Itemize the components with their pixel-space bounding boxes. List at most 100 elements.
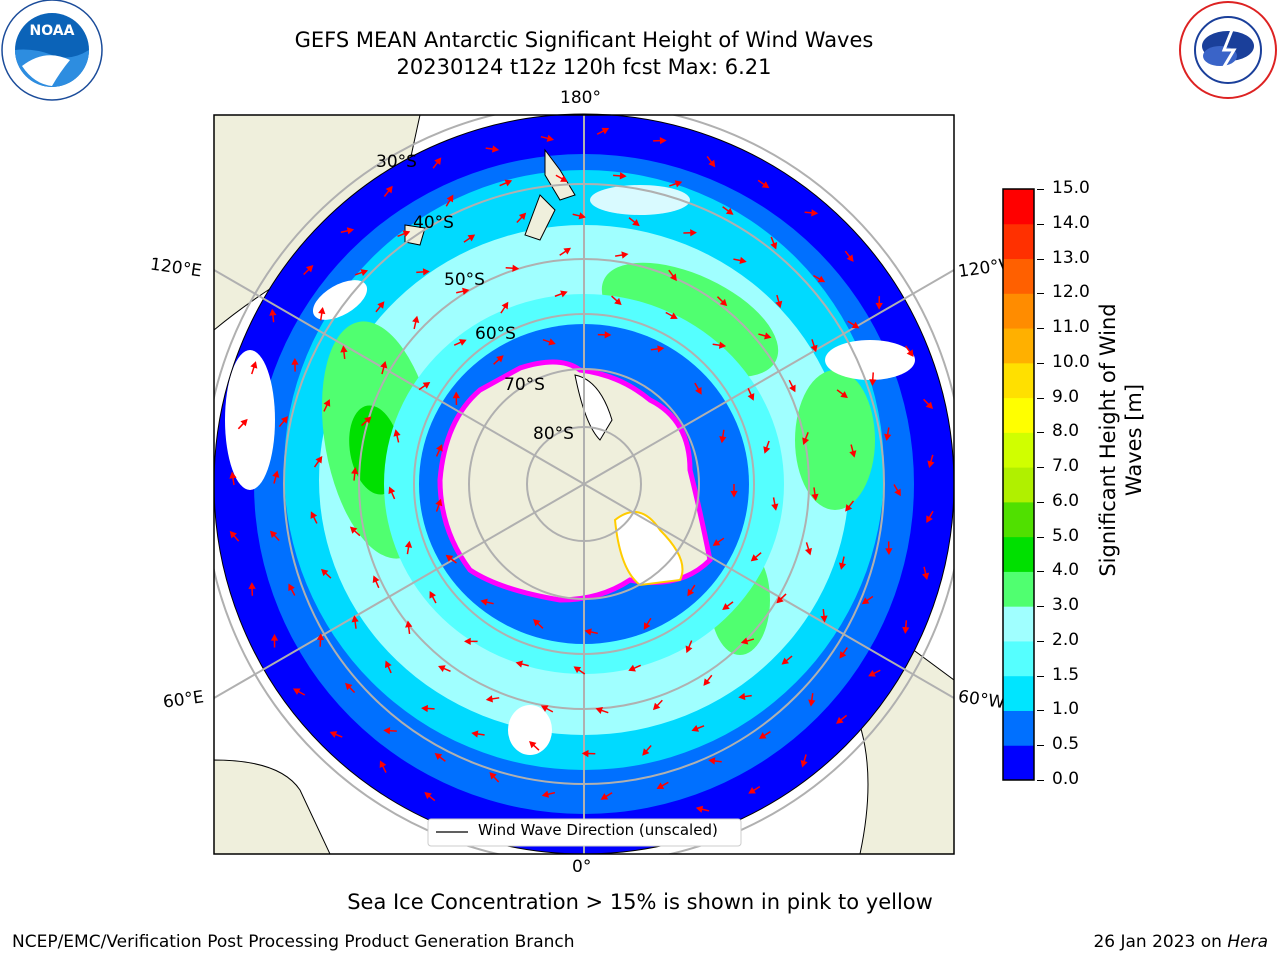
wind-wave-arrowhead [718,341,727,349]
wind-wave-arrowhead [578,212,586,220]
wind-wave-arrowhead [804,547,812,556]
wind-wave-arrowhead [412,315,420,324]
footer-host: Hera [1227,932,1268,952]
wind-wave-arrowhead [501,301,509,310]
wind-wave-arrowhead [529,740,537,749]
wind-wave-arrowhead [764,332,772,340]
wind-wave-arrowhead [422,381,431,389]
colorbar-tick-mark [1037,536,1044,538]
colorbar-tick-mark [1037,780,1044,781]
colorbar-segment [1003,467,1034,503]
wind-wave-arrowhead [836,716,844,724]
wind-wave-arrowhead [725,207,734,215]
wind-wave-arrowhead [402,230,411,238]
wind-wave-arrowhead [761,181,770,189]
wind-wave-arrowhead [424,792,432,800]
wind-wave-arrowhead [496,355,504,363]
wind-wave-arrowhead [776,596,784,604]
map-frame [213,114,955,855]
wind-wave-arrowhead [340,345,348,353]
wind-wave-arrowhead [269,308,277,316]
wind-wave-arrowhead [315,455,323,464]
wind-wave-arrowhead [377,301,385,309]
wind-wave-arrowhead [738,692,746,701]
wind-wave-arrowhead [632,219,640,227]
colorbar [1002,188,1035,781]
wind-wave-arrowhead [351,467,359,475]
nws-logo [1179,1,1277,99]
wind-wave-arrowhead [851,321,860,329]
lat-label-70s: 70°S [504,375,545,395]
wind-wave-arrowhead [763,446,771,454]
wind-wave-arrowhead [817,275,826,283]
wind-wave-arrowhead [518,212,527,221]
wind-wave-arrowhead [345,682,353,691]
colorbar-tick-mark [1037,223,1044,225]
wind-wave-arrowhead [885,548,893,556]
footer-right: 26 Jan 2023 on Hera [1093,932,1268,952]
colorbar-tick-label: 6.0 [1052,490,1080,511]
wind-wave-arrowhead [434,157,442,165]
wind-wave-arrowhead [229,471,237,479]
colorbar-segment [1003,189,1034,225]
wind-wave-arrowhead [902,626,910,634]
colorbar-tick-label: 1.5 [1052,664,1080,685]
wind-wave-arrowhead [438,665,446,672]
lat-label-80s: 80°S [533,424,574,444]
colorbar-tick-label: 7.0 [1052,456,1080,477]
wind-wave-arrowhead [305,265,314,273]
graticule [214,115,954,854]
wind-wave-arrowhead [380,360,388,369]
wind-wave-arrowhead [730,490,738,498]
wind-wave-arrowhead [467,234,476,242]
colorbar-tick-label: 15.0 [1052,178,1090,198]
noaa-logo-text: NOAA [30,23,75,39]
wind-wave-arrowhead [695,805,704,813]
wind-wave-arrowhead [614,297,622,306]
wind-wave-arrowhead [346,227,355,235]
colorbar-segment [1003,640,1034,677]
wind-wave-arrowhead [385,185,393,194]
colorbar-tick-mark [1037,571,1044,573]
wind-wave-arrowhead [695,387,702,395]
wind-wave-arrowhead [323,399,331,407]
wind-wave-arrowhead [846,254,854,262]
colorbar-tick-label: 2.0 [1052,629,1080,650]
colorbar-segment [1003,745,1034,781]
wind-wave-arrowhead [849,450,857,458]
noaa-logo: NOAA [1,0,103,101]
wind-wave-arrowhead [708,159,716,168]
colorbar-segment [1003,293,1034,329]
wind-wave-arrowhead [462,287,470,295]
wind-wave-arrowhead [884,433,892,441]
colorbar-tick-label: 8.0 [1052,421,1080,442]
wind-wave-arrowhead [722,603,730,611]
wind-wave-arrowhead [405,620,413,628]
colorbar-tick-label: 10.0 [1052,351,1090,372]
wind-wave-arrowhead [811,493,819,501]
wind-wave-arrowhead [250,361,258,369]
colorbar-tick-mark [1037,397,1044,399]
colorbar-tick-mark [1037,710,1044,712]
wind-wave-arrowhead [687,588,695,597]
colorbar-tick-mark [1037,467,1044,469]
colorbar-tick-label: 11.0 [1052,317,1090,338]
wind-wave-arrowhead [329,731,338,738]
lon-label-0: 0° [572,857,592,877]
wind-wave-arrowhead [712,539,721,546]
wind-wave-arrowhead [288,583,295,592]
colorbar-segment [1003,571,1034,607]
colorbar-tick-label: 4.0 [1052,560,1080,581]
wind-wave-arrowhead [775,300,783,309]
colorbar-segment [1003,432,1034,468]
colorbar-segment [1003,675,1034,711]
wind-wave-arrowhead [670,312,678,319]
wind-wave-arrowhead [840,391,848,399]
wind-wave-arrowhead [808,699,816,707]
colorbar-tick-label: 9.0 [1052,386,1080,407]
wind-wave-arrowhead [434,753,443,761]
wind-wave-arrowhead [372,575,380,583]
map-legend [427,818,742,847]
wind-wave-arrowhead [719,436,727,444]
wind-wave-arrowhead [272,470,280,478]
